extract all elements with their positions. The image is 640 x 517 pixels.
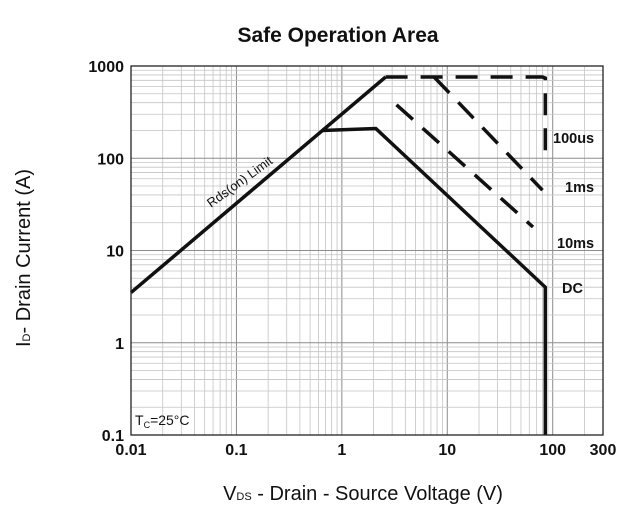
label-100us: 100us [553,131,594,147]
y-tick-label: 0.1 [102,428,124,445]
plot-area [129,65,604,436]
x-tick-labels: 0.01 0.1 1 10 100 300 [115,442,616,459]
y-tick-label: 1000 [88,59,124,76]
series-line-dc [322,126,548,435]
grid-lines [131,66,603,435]
y-tick-label: 1 [115,336,124,353]
condition-t-sub: C [144,420,151,430]
series-line-rds-on-limit [129,75,387,294]
x-axis-label-rest: - Drain - Source Voltage (V) [252,483,503,505]
label-dc: DC [562,281,583,297]
y-axis-label-rest: - Drain Current (A) [13,169,35,333]
x-tick-label: 10 [438,442,456,459]
y-axis-label: ID- Drain Current (A) [13,169,35,347]
y-axis-label-main: I [13,341,35,347]
x-tick-label: 100 [539,442,566,459]
label-10ms: 10ms [557,236,594,252]
x-tick-label: 0.1 [225,442,247,459]
x-tick-label: 300 [590,442,617,459]
x-axis-label-sub: DS [236,491,251,503]
y-tick-label: 100 [97,151,124,168]
y-axis-label-sub: D [21,333,33,341]
y-tick-labels: 0.1 1 10 100 1000 [88,59,124,445]
condition-value: =25°C [150,412,189,428]
x-axis-label-main: V [223,483,237,505]
series-line-100us [385,75,548,151]
x-axis-label: VDS - Drain - Source Voltage (V) [223,483,503,505]
x-tick-label: 1 [337,442,346,459]
label-1ms: 1ms [565,180,594,196]
series-line-1ms [432,75,544,192]
plot-frame [130,65,604,436]
series-lines [129,75,548,435]
condition-annotation: TC=25°C [135,412,190,430]
series-line-10ms [395,103,535,229]
x-tick-label: 0.01 [115,442,146,459]
chart-title: Safe Operation Area [237,24,438,47]
condition-t: T [135,412,144,428]
y-tick-label: 10 [106,244,124,261]
